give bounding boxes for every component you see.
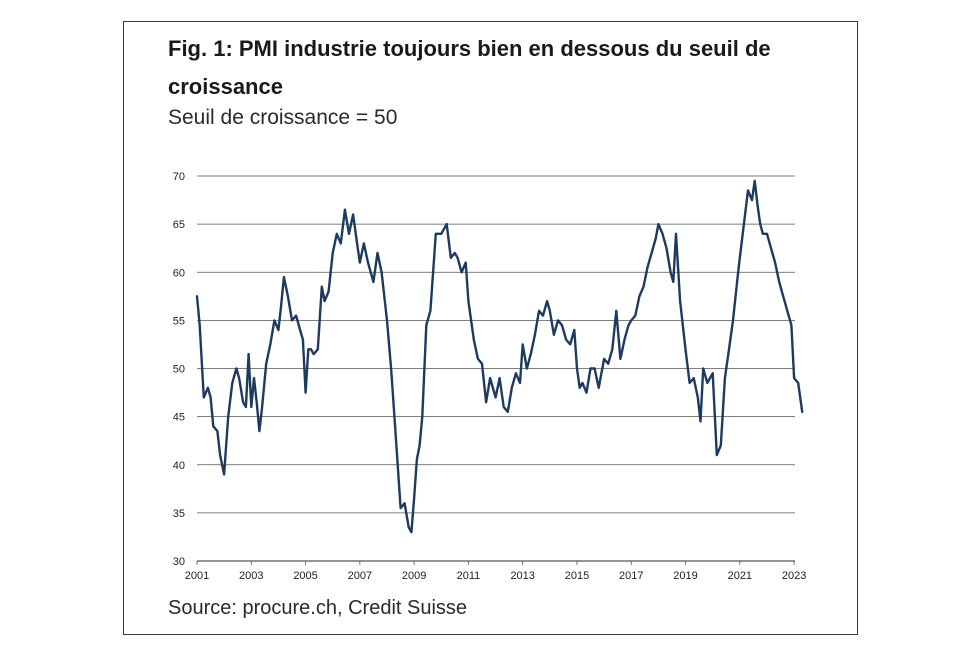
chart-subtitle: Seuil de croissance = 50 <box>168 106 398 129</box>
x-tick-label: 2011 <box>457 570 481 582</box>
y-tick-label: 45 <box>173 412 185 424</box>
x-tick-label: 2003 <box>239 570 263 582</box>
y-tick-label: 50 <box>173 364 185 376</box>
x-tick-label: 2021 <box>728 570 752 582</box>
x-axis-ticks: 2001 2003 2005 2007 2009 2011 2013 2015 2017 2019… <box>185 561 806 582</box>
x-tick-label: 2023 <box>782 570 806 582</box>
x-tick-label: 2015 <box>565 570 589 582</box>
y-tick-label: 30 <box>173 556 185 568</box>
x-tick-label: 2013 <box>510 570 534 582</box>
x-tick-label: 2001 <box>185 570 209 582</box>
chart-frame <box>123 21 858 635</box>
y-tick-label: 35 <box>173 508 185 520</box>
x-tick-label: 2005 <box>293 570 317 582</box>
y-tick-label: 55 <box>173 315 185 327</box>
x-tick-label: 2009 <box>402 570 426 582</box>
chart-title: Fig. 1: PMI industrie toujours bien en d… <box>168 36 771 99</box>
chart-source: Source: procure.ch, Credit Suisse <box>168 597 468 619</box>
y-tick-label: 65 <box>173 219 185 231</box>
y-axis-ticks: 30 35 40 45 50 55 60 65 70 <box>173 171 185 568</box>
y-tick-label: 70 <box>173 171 185 183</box>
x-tick-label: 2007 <box>348 570 372 582</box>
series-layer <box>195 179 804 534</box>
series-line-0 <box>195 179 804 534</box>
y-tick-label: 40 <box>173 460 185 472</box>
x-tick-label: 2019 <box>673 570 697 582</box>
y-tick-label: 60 <box>173 267 185 279</box>
gridlines <box>197 175 795 562</box>
x-tick-label: 2017 <box>619 570 643 582</box>
